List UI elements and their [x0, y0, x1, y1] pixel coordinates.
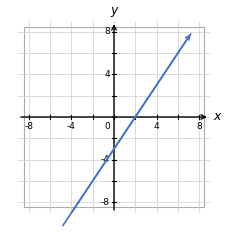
Text: 4: 4: [153, 122, 159, 131]
Text: -4: -4: [100, 155, 109, 164]
Text: 0: 0: [104, 122, 109, 131]
Text: y: y: [110, 4, 117, 17]
Text: -8: -8: [100, 198, 109, 207]
Text: 4: 4: [104, 70, 109, 79]
Text: x: x: [212, 110, 219, 124]
Text: -4: -4: [67, 122, 76, 131]
Text: -8: -8: [24, 122, 33, 131]
Text: 8: 8: [195, 122, 201, 131]
Text: 8: 8: [104, 27, 109, 36]
